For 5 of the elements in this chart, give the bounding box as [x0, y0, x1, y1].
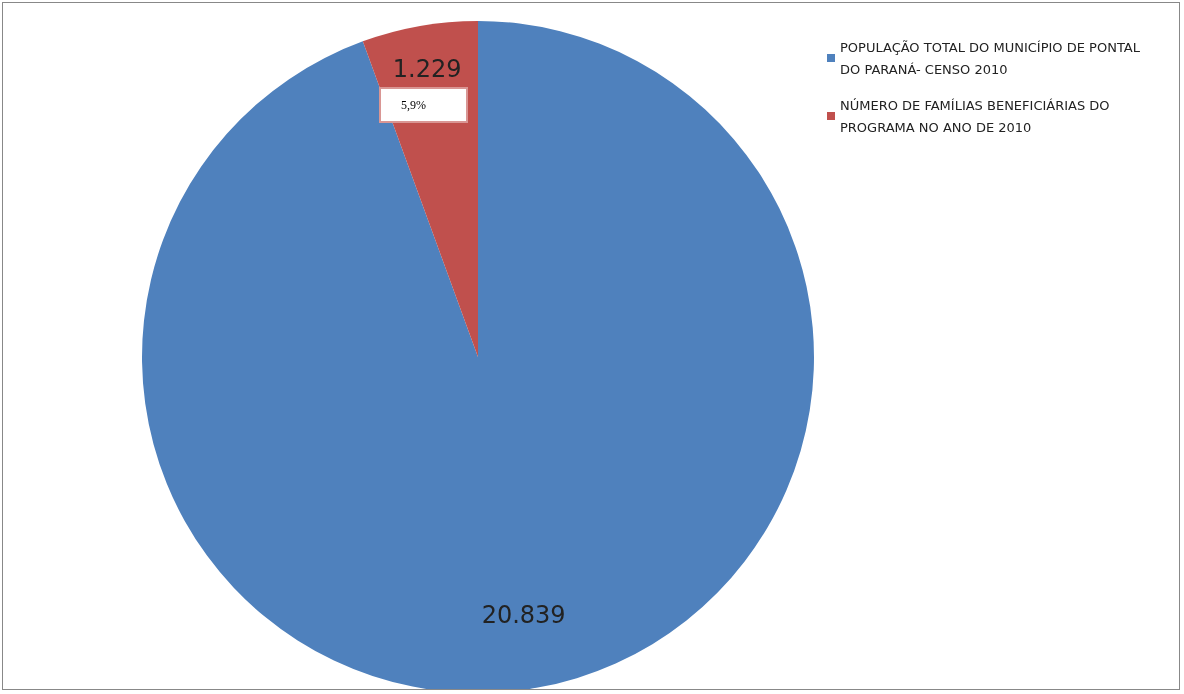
data-label: 1.229: [392, 55, 462, 84]
text: 5,9%: [401, 98, 426, 112]
legend-label: NÚMERO DE FAMÍLIAS BENEFICIÁRIAS DO PROGRAMA NO ANO DE 2010: [840, 97, 1114, 135]
legend-label: POPULAÇÃO TOTAL DO MUNICÍPIO DE PONTAL DO PARANÁ- CENSO 2010: [840, 39, 1145, 77]
data-label: 20.839: [481, 601, 566, 630]
